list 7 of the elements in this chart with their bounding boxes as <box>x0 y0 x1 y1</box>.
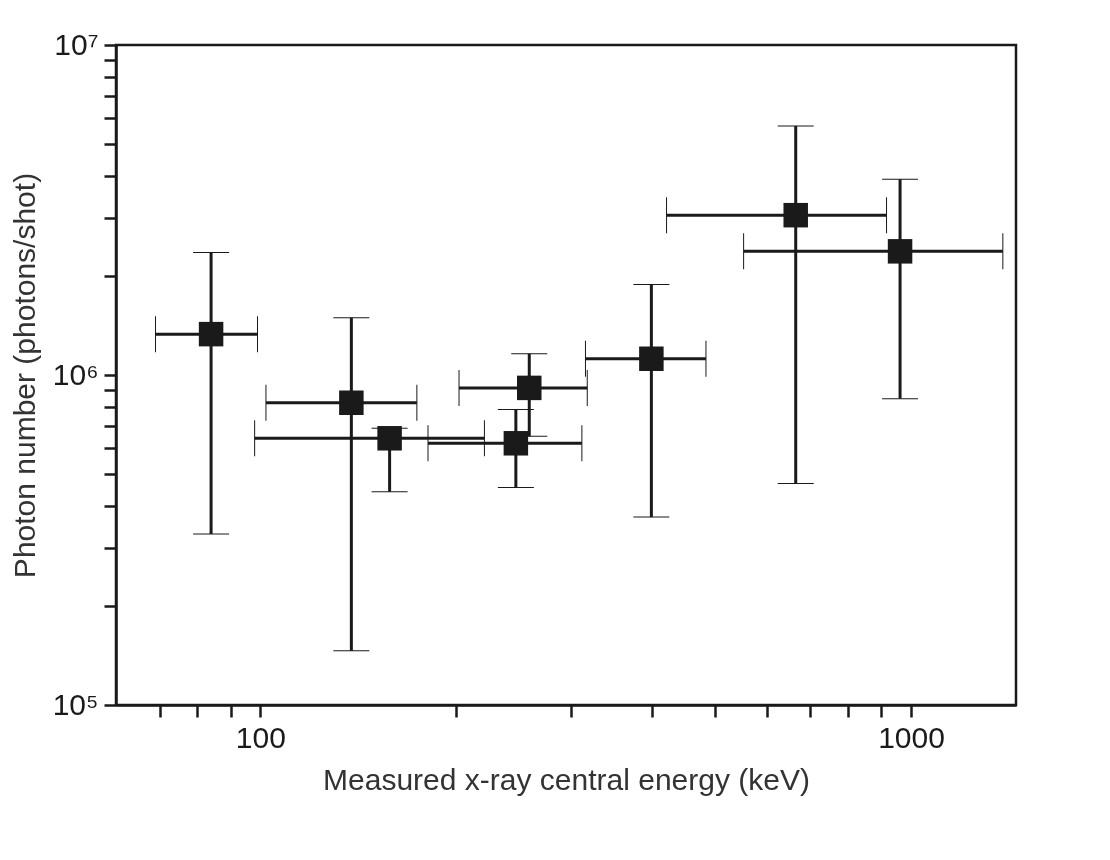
y-axis-title: Photon number (photons/shot) <box>7 172 41 579</box>
x-tick-label: 100 <box>235 720 286 754</box>
y-tick-label: 10⁷ <box>54 27 99 61</box>
y-tick-label: 10⁶ <box>52 357 99 391</box>
y-tick-label: 10⁵ <box>52 687 99 721</box>
x-tick-label: 1000 <box>878 720 945 754</box>
x-axis-title: Measured x-ray central energy (keV) <box>323 762 810 796</box>
